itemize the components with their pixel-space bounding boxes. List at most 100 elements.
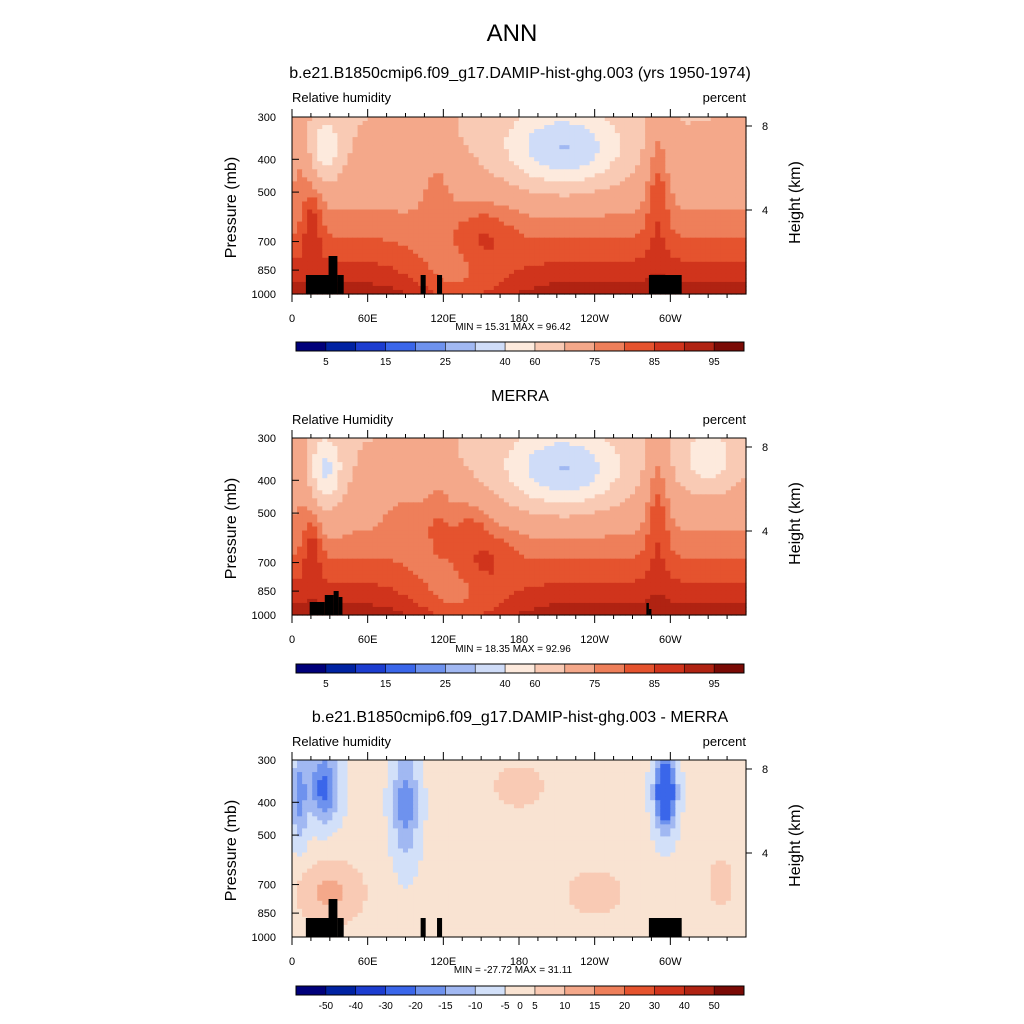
contour-cell [619,173,626,178]
contour-cell [297,217,303,223]
contour-cell [488,133,495,138]
contour-cell [650,189,656,195]
contour-cell [690,470,697,475]
contour-cell [327,470,333,475]
contour-cell [377,213,384,219]
contour-cell [635,454,641,459]
contour-cell [322,205,328,211]
contour-cell [418,125,424,130]
contour-cell [397,145,404,150]
contour-cell [650,442,656,447]
contour-cell [483,129,490,134]
contour-cell [700,121,707,126]
contour-cell [493,209,500,215]
contour-cell [317,454,323,459]
contour-cell [312,193,318,199]
contour-cell [544,165,550,170]
contour-cell [347,269,354,275]
contour-cell [352,145,359,150]
contour-cell [468,197,475,203]
contour-cell [443,165,449,170]
contour-cell [599,129,606,134]
contour-cell [408,281,414,287]
contour-cell [529,169,535,174]
contour-cell [503,261,510,267]
contour-cell [599,141,606,146]
contour-cell [342,197,349,203]
contour-cell [448,233,455,239]
contour-cell [609,197,616,203]
contour-cell [463,454,470,459]
contour-cell [392,273,399,279]
contour-cell [629,157,636,162]
contour-cell [377,229,384,235]
contour-cell [675,237,682,243]
contour-cell [488,185,495,191]
contour-cell [322,197,328,203]
contour-cell [428,289,434,295]
contour-cell [413,233,419,239]
contour-cell [418,269,424,275]
contour-cell [524,229,530,235]
contour-cell [650,241,656,247]
contour-cell [725,197,732,203]
contour-cell [665,269,671,275]
contour-cell [609,185,616,191]
contour-cell [619,450,626,455]
contour-cell [619,462,626,467]
contour-cell [357,197,364,203]
contour-cell [655,462,661,467]
contour-cell [604,281,611,287]
contour-cell [685,197,692,203]
contour-cell [443,261,449,267]
contour-cell [529,269,535,275]
contour-cell [362,137,369,142]
contour-cell [342,285,349,291]
contour-cell [397,470,404,475]
contour-cell [715,173,722,178]
contour-cell [524,161,530,166]
contour-cell [302,193,308,199]
contour-cell [740,474,747,479]
contour-cell [589,117,596,122]
contour-cell [307,265,313,271]
contour-cell [408,157,414,162]
contour-cell [660,253,666,259]
contour-cell [700,454,707,459]
contour-cell [554,462,560,467]
contour-cell [725,265,732,271]
contour-cell [519,470,525,475]
contour-cell [665,133,671,138]
contour-cell [705,125,712,130]
contour-cell [337,201,344,207]
contour-cell [468,285,475,291]
contour-cell [367,181,374,186]
contour-cell [529,273,535,279]
contour-cell [635,281,641,287]
contour-cell [680,165,687,170]
contour-cell [387,281,394,287]
contour-cell [402,133,409,138]
contour-cell [402,177,409,182]
contour-cell [307,257,313,263]
contour-cell [645,137,651,142]
contour-cell [559,129,565,134]
contour-cell [337,454,344,459]
contour-cell [397,169,404,174]
contour-cell [468,137,475,142]
contour-cell [609,157,616,162]
contour-cell [529,117,535,122]
contour-cell [478,157,485,162]
contour-cell [660,245,666,251]
contour-cell [402,237,409,243]
contour-cell [675,249,682,255]
contour-cell [529,261,535,267]
contour-cell [730,229,737,235]
contour-cell [519,181,525,186]
contour-cell [700,446,707,451]
colorbar-swatch [684,342,715,351]
contour-cell [488,209,495,215]
contour-cell [705,133,712,138]
contour-cell [695,229,702,235]
contour-cell [725,446,732,451]
